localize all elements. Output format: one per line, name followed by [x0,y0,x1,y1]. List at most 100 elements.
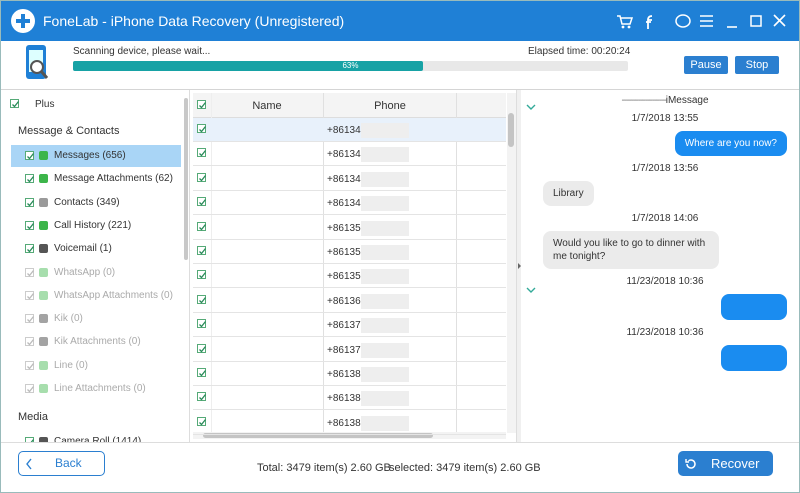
sent-bubble [721,294,787,320]
phone-number: +86135 [327,222,361,234]
recover-button[interactable]: Recover [678,451,773,476]
check-mark [199,272,207,279]
device-name: Plus [35,99,55,110]
checkbox[interactable] [25,337,35,347]
table-row[interactable]: +86137 [193,313,506,338]
category-item[interactable]: Kik (0) [11,308,181,330]
conversation-header: -------------------iMessage [621,95,709,106]
check-mark [27,339,35,346]
pause-button[interactable]: Pause [684,56,728,74]
category-label: Line (0) [54,359,88,371]
checkbox[interactable] [197,246,207,255]
sent-bubble: Where are you now? [674,131,787,156]
redacted-block [361,245,409,260]
check-mark [30,439,35,442]
category-item[interactable]: Voicemail (1) [11,238,181,260]
category-icon [39,290,48,300]
checkbox[interactable] [197,148,207,158]
checkbox[interactable] [197,416,207,426]
stop-button[interactable]: Stop [735,56,779,74]
check-mark [199,418,207,426]
checkbox[interactable] [197,270,207,280]
checkbox[interactable] [25,220,35,230]
category-item[interactable]: Call History (221) [11,215,181,237]
checkbox[interactable] [25,437,35,442]
recover-icon [685,459,696,469]
table-row[interactable]: +86138 [193,411,506,435]
table-row[interactable]: +86137 [193,338,506,362]
phone-number: +86134 [327,173,361,185]
checkbox[interactable] [197,319,207,329]
redacted-block [361,342,409,358]
checkbox[interactable] [25,267,35,277]
checkbox[interactable] [25,244,35,254]
back-button[interactable]: Back [18,451,105,476]
checkbox[interactable] [197,172,207,182]
table-row[interactable]: +86135 [193,240,506,264]
recover-label: Recover [711,456,760,471]
section-title: Media [18,411,48,424]
checkbox[interactable] [25,384,35,393]
table-row[interactable]: +86134 [193,167,506,191]
phone-number: +86134 [327,149,361,161]
category-item[interactable]: WhatsApp Attachments (0) [11,285,181,307]
checkbox[interactable] [197,221,207,231]
checkbox[interactable] [197,197,207,207]
table-row[interactable]: +86134 [193,118,506,142]
checkbox[interactable] [25,314,35,324]
scan-status: Scanning device, please wait... [73,46,211,57]
total-info: Total: 3479 item(s) 2.60 GB [257,462,391,474]
table-row[interactable]: +86136 [193,289,506,313]
phone-number: +86138 [327,369,361,380]
category-item[interactable]: Kik Attachments (0) [11,331,181,353]
category-label: Kik Attachments (0) [54,336,141,348]
category-icon [39,220,48,230]
table-row[interactable]: +86134 [193,142,506,167]
category-label: WhatsApp (0) [54,266,116,278]
splitter-arrow [518,263,521,269]
window-controls[interactable] [613,11,793,31]
category-label: Kik (0) [54,313,83,325]
checkbox[interactable] [25,151,35,160]
checkbox[interactable] [197,368,207,377]
checkbox[interactable] [25,360,35,370]
checkbox[interactable] [25,197,35,207]
checkbox[interactable] [25,174,35,184]
table-row[interactable]: +86134 [193,191,506,216]
h-scrollbar [193,432,506,439]
category-item[interactable]: WhatsApp (0) [11,262,181,284]
timestamp: 11/23/2018 10:36 [626,276,704,287]
category-item[interactable]: Camera Roll (1414) [11,431,181,442]
category-item[interactable]: Contacts (349) [11,192,181,214]
table-row[interactable]: +86135 [193,216,506,240]
selected-info: selected: 3479 item(s) 2.60 GB [389,462,541,474]
check-mark [199,199,207,206]
category-item[interactable]: Line Attachments (0) [11,378,181,400]
received-bubble: Library [543,181,594,206]
category-icon [39,174,48,184]
checkbox[interactable] [197,124,207,133]
scroll-thumb[interactable] [203,433,433,438]
collapse-arrow[interactable] [526,286,536,294]
checkbox[interactable] [25,290,35,300]
checkbox[interactable] [10,99,20,108]
table-row[interactable]: +86135 [193,264,506,289]
redacted-block [361,220,409,236]
checkbox[interactable] [197,392,207,402]
table-row[interactable]: +86138 [193,362,506,386]
checkbox[interactable] [197,343,207,353]
category-item[interactable]: Messages (656) [11,145,181,167]
checkbox[interactable] [197,294,207,304]
table-row[interactable]: +86138 [193,386,506,411]
phone-number: +86134 [327,198,361,210]
checkbox[interactable] [197,100,207,109]
elapsed-time: Elapsed time: 00:20:24 [528,46,631,57]
sent-bubble [721,345,787,371]
scroll-thumb[interactable] [508,113,514,147]
column-header: Phone [374,100,406,112]
category-item[interactable]: Line (0) [11,355,181,377]
category-item[interactable]: Message Attachments (62) [11,168,181,190]
redacted-block [361,318,409,334]
collapse-arrow[interactable] [526,103,536,111]
splitter[interactable] [516,90,521,442]
